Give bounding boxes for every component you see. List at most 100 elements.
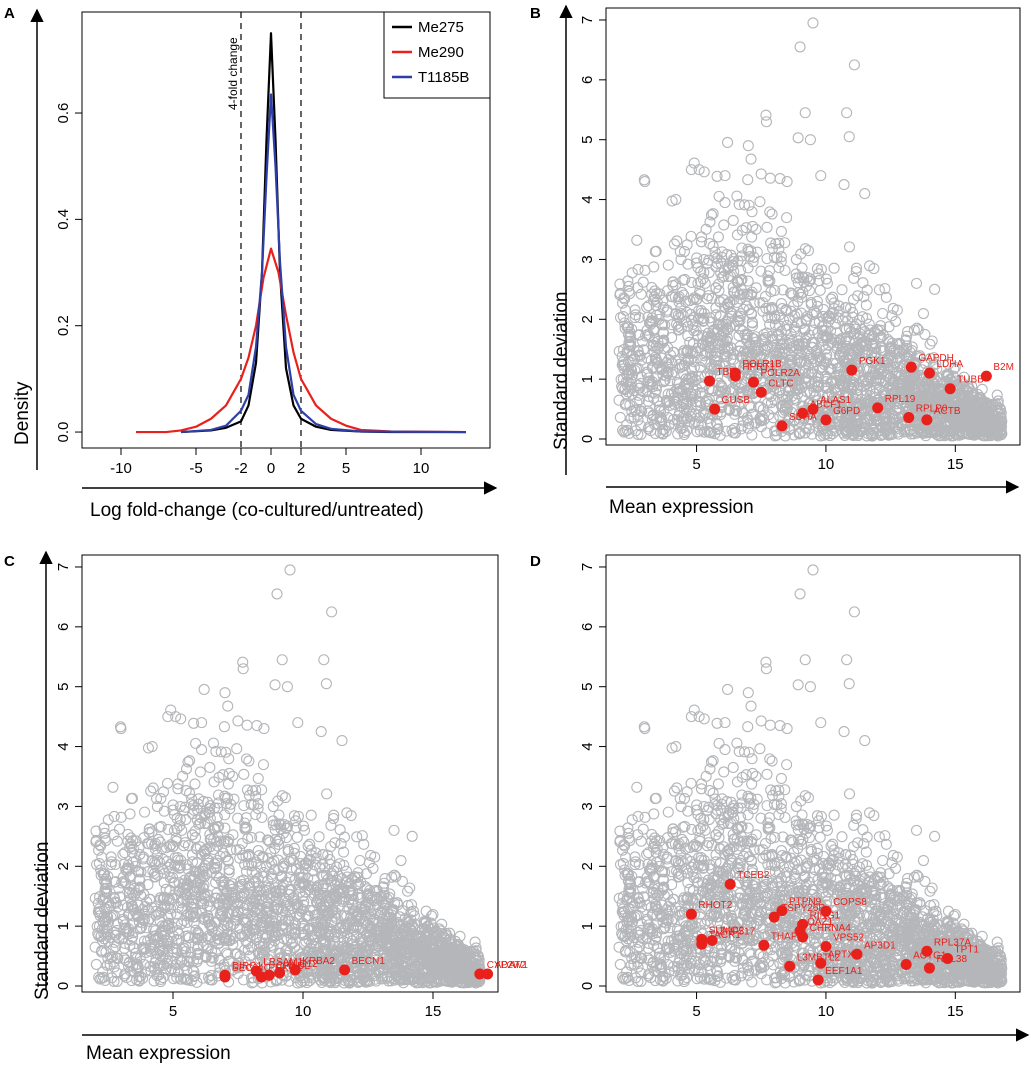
gene-point [727,214,739,227]
gene-point [243,755,255,767]
gene-point [747,220,759,232]
gene-point [852,290,864,302]
highlight-point-ldha [923,367,935,379]
gene-point [799,107,811,119]
gene-point [334,824,346,836]
gene-point [238,768,250,780]
gene-point [848,272,860,284]
gene-point [815,170,827,182]
gene-point [745,153,757,165]
gene-point [926,335,938,347]
gene-point [755,168,767,180]
gene-point [707,240,719,252]
gene-point [682,330,694,342]
highlight-label-rpl19: RPL19 [885,394,916,405]
highlight-point-rpl19 [872,402,884,414]
gene-point [828,262,840,274]
y-tick-label: 0.0 [55,422,72,443]
y-tick-label: 3 [579,255,596,263]
legend-entry: Me275 [418,19,464,36]
gene-point [809,317,821,329]
gene-point [843,241,856,253]
gene-point [792,132,804,144]
gene-point [857,277,869,289]
gene-point [147,782,159,794]
x-tick-label: 15 [947,456,964,473]
plot-frame [81,11,491,449]
gene-point [742,174,754,186]
x-tick-label: -10 [110,460,132,477]
gene-point [719,197,731,209]
gene-point [108,810,120,822]
gene-point [354,854,366,867]
panel-a: A Log fold-change (co-cultured/untreated)… [4,5,498,521]
gene-point [662,259,674,271]
highlight-label-pgk1: PGK1 [859,356,886,367]
x-tick-label: 0 [267,460,275,477]
gene-point [614,411,626,423]
gene-point [773,262,785,274]
y-tick-label: 0 [579,435,596,443]
gene-point [718,219,730,231]
gene-point [712,231,724,243]
gene-point [269,679,281,691]
highlight-label-cltc: CLTC [768,378,793,389]
gene-point [742,275,754,287]
panel-letter-a: A [4,5,15,22]
gene-point [695,236,707,248]
x-axis-label: Log fold-change (co-cultured/untreated) [90,500,424,521]
highlight-label-actb: ACTB [934,406,961,417]
y-tick-label: 5 [55,683,72,691]
gene-point [760,116,772,128]
highlight-label-sdha: SDHA [789,412,817,423]
y-tick-label: 4 [579,195,596,203]
annotation-4-fold-change: 4-fold change [226,37,240,110]
highlight-point-tubb [944,383,956,395]
highlight-point-g6pd [820,414,832,426]
gene-point [929,283,941,295]
gene-point [886,310,898,322]
highlight-point-gapdh [905,361,917,373]
legend-entry: T1185B [418,69,469,86]
gene-point [764,172,776,184]
x-tick-label: 10 [818,456,835,473]
highlight-label-b2m: B2M [993,362,1014,373]
gene-point [890,315,902,327]
plot-frame [605,7,1021,446]
y-tick-label: 6 [579,76,596,84]
gene-point [877,307,889,320]
gene-point [313,831,325,843]
gene-point [910,277,923,289]
gene-point [639,264,651,276]
gene-point [811,263,823,275]
x-tick-label: -5 [189,460,202,477]
gene-point [158,877,170,889]
highlight-point-rplp0 [903,411,915,423]
highlight-point-pgk1 [846,364,858,376]
gene-point [991,389,1003,401]
gene-point [232,715,244,727]
gene-point [115,811,127,823]
gene-point [806,428,818,440]
gene-point [807,17,819,29]
y-tick-label: 0.2 [55,315,72,336]
x-axis-label: Mean expression [86,1043,231,1064]
gene-cloud [89,564,486,989]
y-tick-label: 0.6 [55,103,72,124]
y-axis-label: Density [12,381,33,445]
gene-point [836,284,848,296]
gene-point [329,837,341,849]
gene-point [402,885,414,897]
gene-point [713,190,725,202]
gene-point [139,806,151,818]
gene-point [712,278,725,290]
highlight-label-gusb: GUSB [722,395,751,406]
gene-point [670,194,682,206]
gene-point [880,291,892,303]
x-tick-label: 10 [413,460,430,477]
y-axis-label: Standard deviation [32,842,53,1000]
x-tick-label: 5 [169,1003,177,1020]
